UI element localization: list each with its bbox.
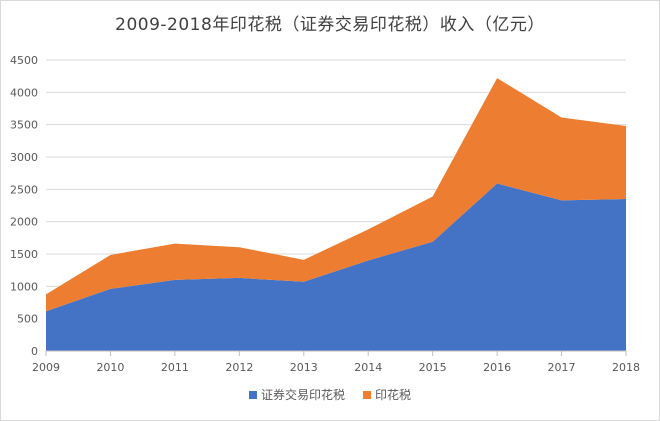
area-series-0 xyxy=(46,183,626,351)
y-tick-label: 500 xyxy=(17,313,38,326)
y-tick-label: 1000 xyxy=(10,280,38,293)
legend-item-stamp-tax: 印花税 xyxy=(363,386,411,403)
x-tick-label: 2012 xyxy=(225,361,253,374)
y-tick-label: 1500 xyxy=(10,248,38,261)
x-tick-label: 2011 xyxy=(161,361,189,374)
area-series-1 xyxy=(46,78,626,312)
y-tick-label: 3000 xyxy=(10,151,38,164)
y-tick-label: 4000 xyxy=(10,86,38,99)
legend: 证券交易印花税 印花税 xyxy=(0,386,660,403)
x-tick-label: 2013 xyxy=(290,361,318,374)
y-tick-label: 3500 xyxy=(10,119,38,132)
y-tick-label: 4500 xyxy=(10,54,38,67)
y-tick-label: 2500 xyxy=(10,183,38,196)
axes xyxy=(45,350,627,356)
x-tick-label: 2016 xyxy=(483,361,511,374)
legend-swatch-blue xyxy=(248,390,257,399)
x-tick-label: 2014 xyxy=(354,361,382,374)
y-tick-label: 2000 xyxy=(10,216,38,229)
legend-label-securities-stamp-tax: 证券交易印花税 xyxy=(260,388,345,402)
chart-title: 2009-2018年印花税（证券交易印花税）收入（亿元） xyxy=(115,15,545,35)
x-tick-label: 2017 xyxy=(548,361,576,374)
x-tick-label: 2018 xyxy=(612,361,640,374)
x-tick-label: 2015 xyxy=(419,361,447,374)
legend-swatch-orange xyxy=(363,390,371,399)
tick-labels: 0 500 1000 1500 2000 2500 3000 3500 4000 4500 2009… xyxy=(10,54,640,374)
x-tick-label: 2010 xyxy=(96,361,124,374)
legend-label-stamp-tax: 印花税 xyxy=(375,388,412,402)
y-tick-label: 0 xyxy=(31,345,38,358)
legend-item-securities-stamp-tax: 证券交易印花税 xyxy=(248,386,345,403)
area-series xyxy=(46,78,626,351)
x-tick-label: 2009 xyxy=(32,361,60,374)
